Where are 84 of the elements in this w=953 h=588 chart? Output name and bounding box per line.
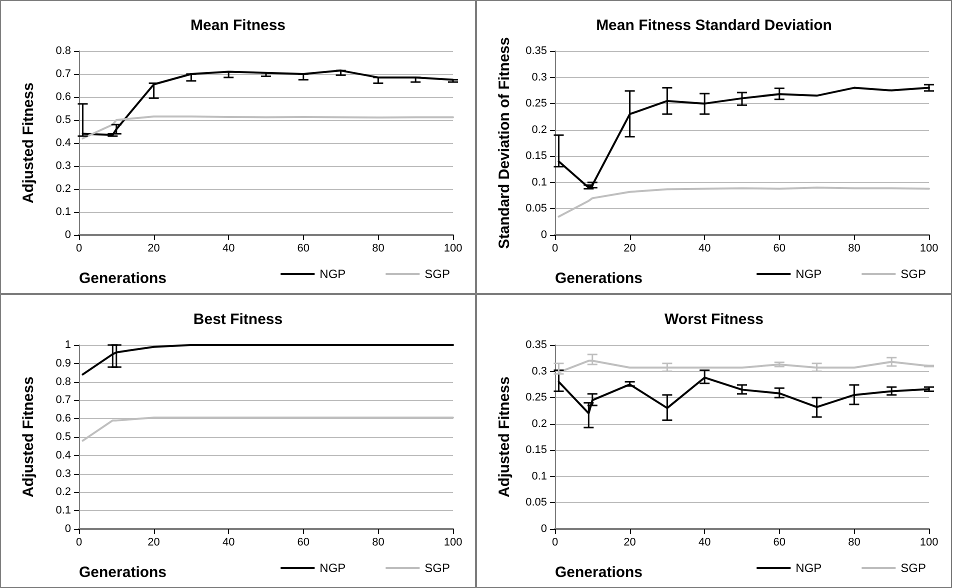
line-series bbox=[82, 344, 454, 376]
x-tick-label: 60 bbox=[297, 242, 310, 254]
x-tick-label: 100 bbox=[444, 242, 462, 254]
chart-title: Worst Fitness bbox=[664, 311, 764, 328]
x-axis-title: Generations bbox=[79, 564, 167, 581]
y-tick-label: 0.7 bbox=[56, 394, 71, 406]
y-tick-label: 0.8 bbox=[56, 376, 71, 388]
legend-label: NGP bbox=[796, 561, 822, 575]
legend-label: SGP bbox=[424, 267, 450, 281]
y-tick-label: 0.5 bbox=[56, 431, 71, 443]
line-series bbox=[82, 116, 454, 140]
y-tick-label: 0.5 bbox=[56, 114, 71, 126]
y-tick-label: 0.05 bbox=[526, 496, 547, 509]
y-tick-label: 0.6 bbox=[56, 412, 71, 425]
x-tick-label: 40 bbox=[222, 242, 235, 254]
y-tick-label: 1 bbox=[64, 339, 71, 351]
x-tick-label: 60 bbox=[773, 536, 786, 548]
y-tick-label: 0.9 bbox=[56, 357, 71, 370]
legend-label: NGP bbox=[320, 267, 346, 281]
y-tick-label: 0.4 bbox=[56, 137, 71, 149]
y-tick-label: 0.4 bbox=[56, 449, 71, 462]
x-axis-title: Generations bbox=[79, 270, 167, 287]
y-axis-title: Adjusted Fitness bbox=[20, 82, 37, 204]
x-tick-label: 0 bbox=[552, 242, 558, 254]
y-tick-label: 0.1 bbox=[56, 206, 71, 218]
y-tick-label: 0 bbox=[64, 523, 71, 535]
y-tick-label: 0.8 bbox=[56, 45, 71, 57]
x-axis-title: Generations bbox=[555, 564, 643, 581]
y-tick-label: 0.2 bbox=[56, 183, 71, 195]
x-tick-label: 80 bbox=[372, 242, 384, 254]
x-tick-label: 100 bbox=[920, 242, 938, 254]
y-tick-label: 0 bbox=[540, 523, 547, 535]
y-tick-label: 0.1 bbox=[56, 504, 71, 517]
x-tick-label: 20 bbox=[148, 242, 160, 254]
x-tick-label: 40 bbox=[698, 242, 711, 254]
x-tick-label: 80 bbox=[848, 242, 860, 254]
x-tick-label: 0 bbox=[76, 536, 82, 548]
x-tick-label: 100 bbox=[920, 536, 938, 548]
chart-title: Best Fitness bbox=[193, 311, 283, 328]
y-tick-label: 0.3 bbox=[56, 160, 71, 172]
legend-label: NGP bbox=[796, 267, 822, 281]
line-series bbox=[558, 86, 930, 189]
x-tick-label: 0 bbox=[552, 536, 558, 548]
x-tick-label: 80 bbox=[848, 536, 860, 548]
y-axis-title: Adjusted Fitness bbox=[20, 376, 37, 498]
x-tick-label: 20 bbox=[624, 536, 636, 548]
y-tick-label: 0.25 bbox=[526, 98, 547, 110]
y-tick-label: 0.3 bbox=[532, 71, 547, 84]
chart-title: Mean Fitness bbox=[190, 17, 286, 34]
y-tick-label: 0.2 bbox=[532, 418, 547, 430]
x-tick-label: 0 bbox=[76, 242, 82, 254]
y-tick-label: 0.7 bbox=[56, 68, 71, 80]
y-tick-label: 0.35 bbox=[526, 45, 547, 57]
y-tick-label: 0 bbox=[64, 229, 71, 241]
x-tick-label: 40 bbox=[222, 536, 235, 548]
x-tick-label: 20 bbox=[624, 242, 636, 254]
x-tick-label: 40 bbox=[698, 536, 711, 548]
x-tick-label: 80 bbox=[372, 536, 384, 548]
y-tick-label: 0.2 bbox=[56, 486, 71, 498]
x-tick-label: 60 bbox=[297, 536, 310, 548]
legend-label: SGP bbox=[900, 267, 926, 281]
y-tick-label: 0.05 bbox=[526, 202, 547, 215]
y-tick-label: 0.15 bbox=[526, 444, 547, 456]
x-axis-title: Generations bbox=[555, 270, 643, 287]
y-tick-label: 0.1 bbox=[532, 470, 547, 482]
legend-label: SGP bbox=[900, 561, 926, 575]
y-tick-label: 0.35 bbox=[526, 339, 547, 351]
y-tick-label: 0.3 bbox=[532, 365, 547, 378]
x-tick-label: 20 bbox=[148, 536, 160, 548]
y-tick-label: 0.15 bbox=[526, 150, 547, 162]
legend-label: NGP bbox=[320, 561, 346, 575]
legend-label: SGP bbox=[424, 561, 450, 575]
y-tick-label: 0.6 bbox=[56, 91, 71, 103]
y-tick-label: 0.1 bbox=[532, 176, 547, 188]
y-tick-label: 0 bbox=[540, 229, 547, 241]
y-tick-label: 0.2 bbox=[532, 124, 547, 136]
chart-title: Mean Fitness Standard Deviation bbox=[596, 17, 832, 34]
x-tick-label: 100 bbox=[444, 536, 462, 548]
y-tick-label: 0.3 bbox=[56, 468, 71, 480]
y-axis-title: Standard Deviation of Fitness bbox=[496, 37, 513, 249]
y-axis-title: Adjusted Fitness bbox=[496, 376, 513, 498]
line-series bbox=[558, 186, 930, 218]
y-tick-label: 0.25 bbox=[526, 392, 547, 404]
x-tick-label: 60 bbox=[773, 242, 786, 254]
